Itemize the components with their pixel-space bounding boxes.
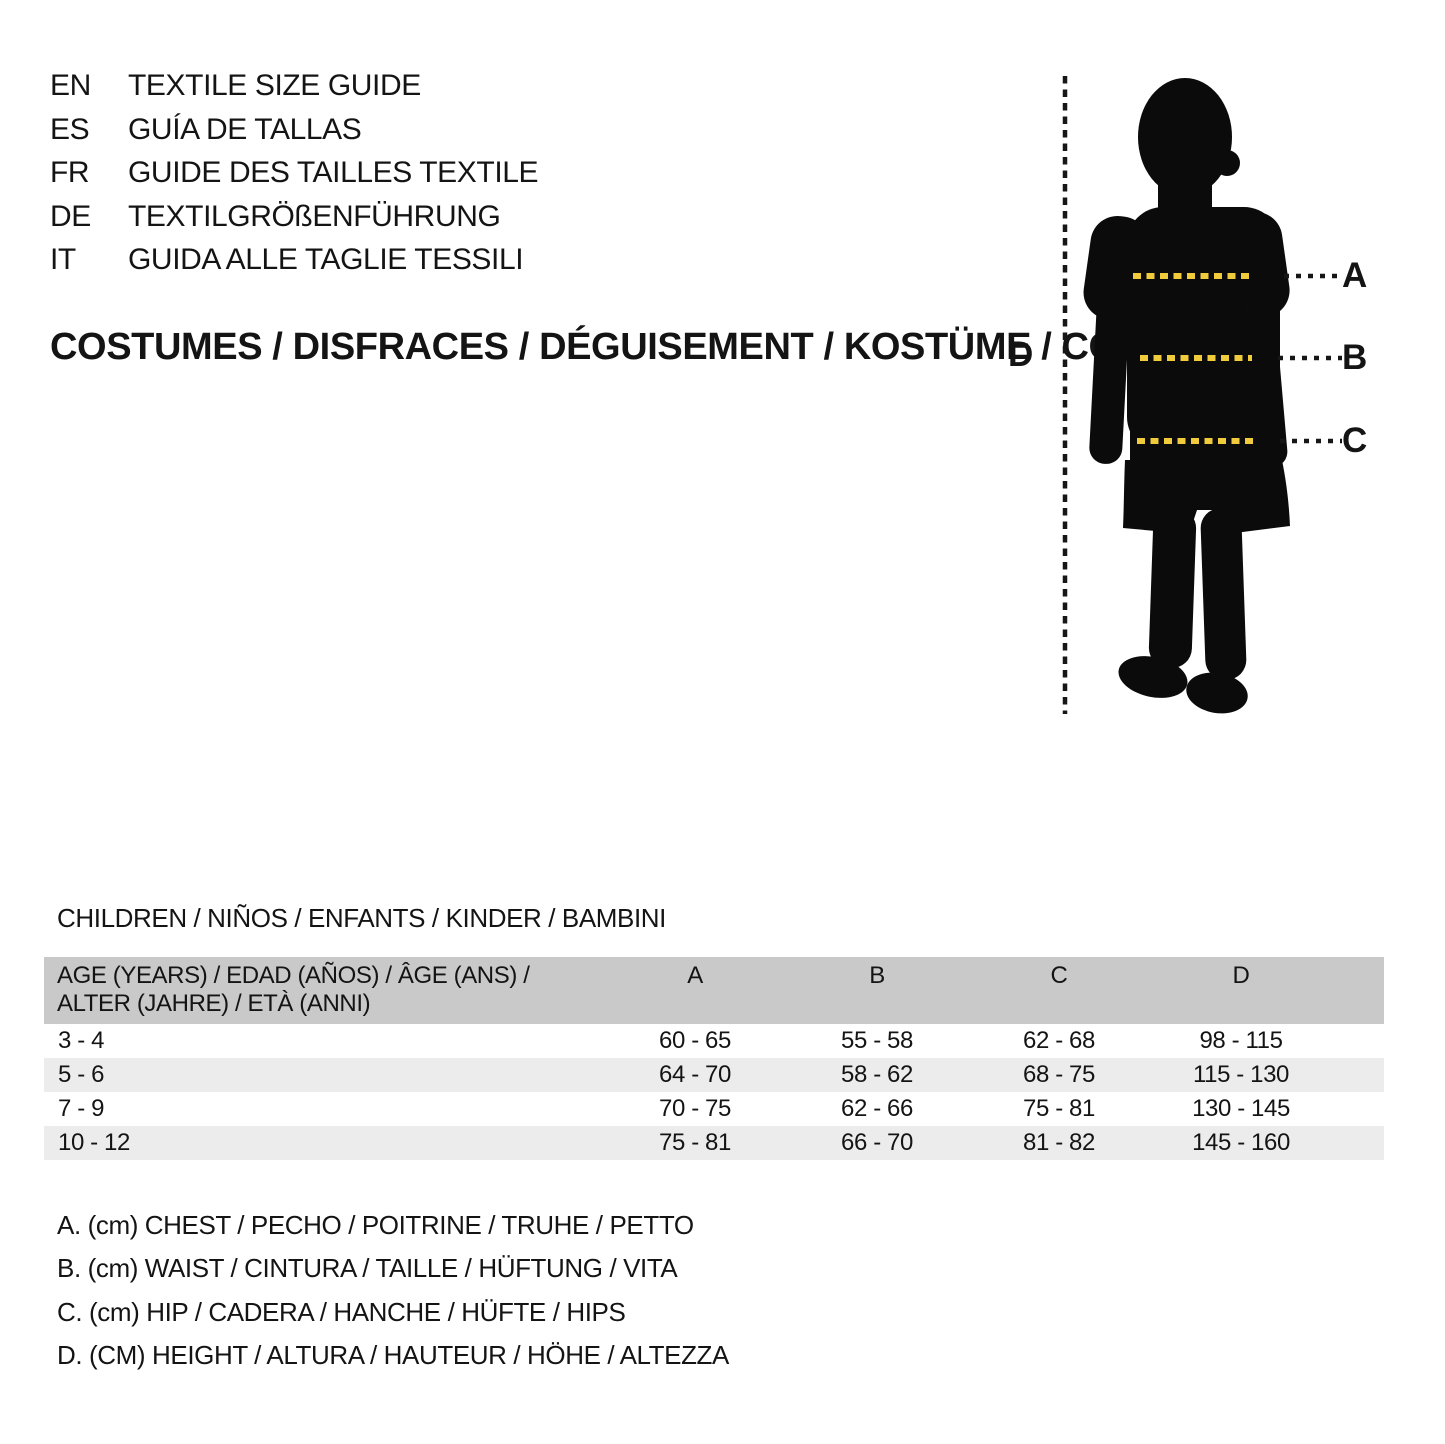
hip-cell: 75 - 81 bbox=[1023, 1095, 1095, 1122]
legend-hip: C. (cm) HIP / CADERA / HANCHE / HÜFTE / … bbox=[57, 1296, 626, 1327]
table-header-row: AGE (YEARS) / EDAD (AÑOS) / ÂGE (ANS) / … bbox=[44, 957, 1384, 1024]
measurement-legend: A. (cm) CHEST / PECHO / POITRINE / TRUHE… bbox=[57, 1204, 729, 1378]
language-row-en: EN TEXTILE SIZE GUIDE bbox=[50, 64, 538, 108]
table-row: 3 - 4 60 - 65 55 - 58 62 - 68 98 - 115 bbox=[44, 1024, 1384, 1058]
language-code: EN bbox=[50, 69, 91, 102]
height-cell: 98 - 115 bbox=[1199, 1027, 1283, 1054]
chest-cell: 64 - 70 bbox=[659, 1061, 731, 1088]
waist-cell: 66 - 70 bbox=[841, 1129, 913, 1156]
size-table: AGE (YEARS) / EDAD (AÑOS) / ÂGE (ANS) / … bbox=[44, 957, 1384, 1160]
column-header-a: A bbox=[687, 962, 703, 989]
height-cell: 145 - 160 bbox=[1192, 1129, 1290, 1156]
age-cell: 3 - 4 bbox=[58, 1027, 105, 1054]
height-cell: 115 - 130 bbox=[1192, 1061, 1290, 1088]
hip-cell: 81 - 82 bbox=[1023, 1129, 1095, 1156]
waist-cell: 58 - 62 bbox=[841, 1061, 913, 1088]
header-filler bbox=[1332, 962, 1384, 1018]
measure-label-hip: C bbox=[1342, 421, 1367, 460]
age-cell: 10 - 12 bbox=[58, 1129, 130, 1156]
height-cell: 130 - 145 bbox=[1192, 1095, 1290, 1122]
chest-cell: 70 - 75 bbox=[659, 1095, 731, 1122]
language-title: TEXTILGRÖßENFÜHRUNG bbox=[128, 199, 501, 233]
age-column-header: AGE (YEARS) / EDAD (AÑOS) / ÂGE (ANS) / … bbox=[44, 962, 604, 1018]
child-silhouette-icon bbox=[1062, 76, 1342, 714]
language-code: DE bbox=[50, 199, 91, 233]
legend-height: D. (CM) HEIGHT / ALTURA / HAUTEUR / HÖHE… bbox=[57, 1340, 729, 1371]
language-row-de: DE TEXTILGRÖßENFÜHRUNG bbox=[50, 195, 538, 239]
table-row: 10 - 12 75 - 81 66 - 70 81 - 82 145 - 16… bbox=[44, 1126, 1384, 1160]
age-header-line1: AGE (YEARS) / EDAD (AÑOS) / ÂGE (ANS) / bbox=[57, 962, 530, 989]
language-title: GUÍA DE TALLAS bbox=[128, 112, 362, 146]
language-row-it: IT GUIDA ALLE TAGLIE TESSILI bbox=[50, 238, 538, 282]
language-row-es: ES GUÍA DE TALLAS bbox=[50, 108, 538, 152]
age-cell: 5 - 6 bbox=[58, 1061, 105, 1088]
language-title: GUIDE DES TAILLES TEXTILE bbox=[128, 156, 539, 189]
waist-cell: 55 - 58 bbox=[841, 1027, 913, 1054]
legend-chest: A. (cm) CHEST / PECHO / POITRINE / TRUHE… bbox=[57, 1210, 694, 1240]
hip-cell: 68 - 75 bbox=[1023, 1061, 1095, 1088]
language-title: GUIDA ALLE TAGLIE TESSILI bbox=[128, 243, 524, 276]
language-code: IT bbox=[50, 243, 76, 276]
column-header-b: B bbox=[869, 962, 885, 989]
age-header-line2: ALTER (JAHRE) / ETÀ (ANNI) bbox=[57, 990, 371, 1017]
language-title: TEXTILE SIZE GUIDE bbox=[128, 69, 421, 102]
chest-cell: 60 - 65 bbox=[659, 1027, 731, 1054]
language-code: ES bbox=[50, 112, 90, 146]
table-row: 5 - 6 64 - 70 58 - 62 68 - 75 115 - 130 bbox=[44, 1058, 1384, 1092]
category-title: COSTUMES / DISFRACES / DÉGUISEMENT / KOS… bbox=[50, 326, 1234, 368]
table-section-title: CHILDREN / NIÑOS / ENFANTS / KINDER / BA… bbox=[57, 903, 666, 933]
language-code: FR bbox=[50, 156, 90, 189]
table-row: 7 - 9 70 - 75 62 - 66 75 - 81 130 - 145 bbox=[44, 1092, 1384, 1126]
legend-waist: B. (cm) WAIST / CINTURA / TAILLE / HÜFTU… bbox=[57, 1253, 678, 1284]
age-cell: 7 - 9 bbox=[58, 1095, 105, 1122]
measure-label-height: D bbox=[1008, 335, 1033, 374]
chest-cell: 75 - 81 bbox=[659, 1129, 731, 1156]
column-header-d: D bbox=[1232, 962, 1250, 989]
measure-label-chest: A bbox=[1342, 256, 1367, 295]
waist-cell: 62 - 66 bbox=[841, 1095, 913, 1122]
language-title-list: EN TEXTILE SIZE GUIDE ES GUÍA DE TALLAS … bbox=[50, 64, 539, 282]
measurement-diagram: A B C D bbox=[990, 60, 1445, 730]
language-row-fr: FR GUIDE DES TAILLES TEXTILE bbox=[50, 151, 539, 195]
hip-cell: 62 - 68 bbox=[1023, 1027, 1095, 1054]
measure-label-waist: B bbox=[1342, 338, 1367, 377]
column-header-c: C bbox=[1050, 962, 1068, 989]
